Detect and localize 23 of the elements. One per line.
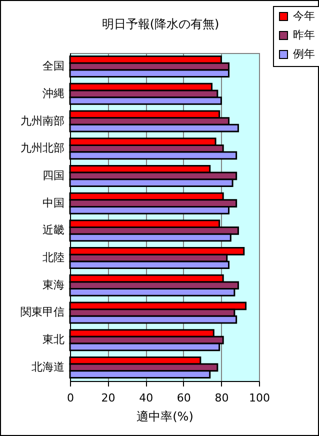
legend-label: 今年 xyxy=(293,10,315,22)
legend-label: 昨年 xyxy=(293,28,315,42)
y-tick-label: 九州南部 xyxy=(20,114,64,128)
y-tick-label: 全国 xyxy=(42,60,64,73)
x-tick-label: 0 xyxy=(67,392,74,404)
y-tick-label: 東海 xyxy=(42,278,64,292)
y-tick-label: 中国 xyxy=(42,196,64,210)
y-tick-label: 四国 xyxy=(42,168,64,182)
y-tick-label: 北陸 xyxy=(42,251,64,264)
y-tick-label: 北海道 xyxy=(32,360,64,374)
y-tick-label: 沖縄 xyxy=(42,86,64,100)
x-tick-label: 40 xyxy=(139,392,154,404)
x-tick-label: 60 xyxy=(176,392,191,404)
x-tick-label: 20 xyxy=(101,392,116,404)
legend-label: 例年 xyxy=(293,48,315,60)
chart-title: 明日予報(降水の有無) xyxy=(102,17,220,31)
x-tick-label: 100 xyxy=(249,392,270,404)
y-tick-label: 近畿 xyxy=(42,224,64,237)
y-tick-label: 東北 xyxy=(42,333,64,346)
y-tick-label: 関東甲信 xyxy=(20,306,64,319)
y-tick-label: 九州北部 xyxy=(20,142,64,155)
x-axis-title: 適中率(%) xyxy=(136,410,194,424)
x-tick-label: 80 xyxy=(214,392,229,404)
